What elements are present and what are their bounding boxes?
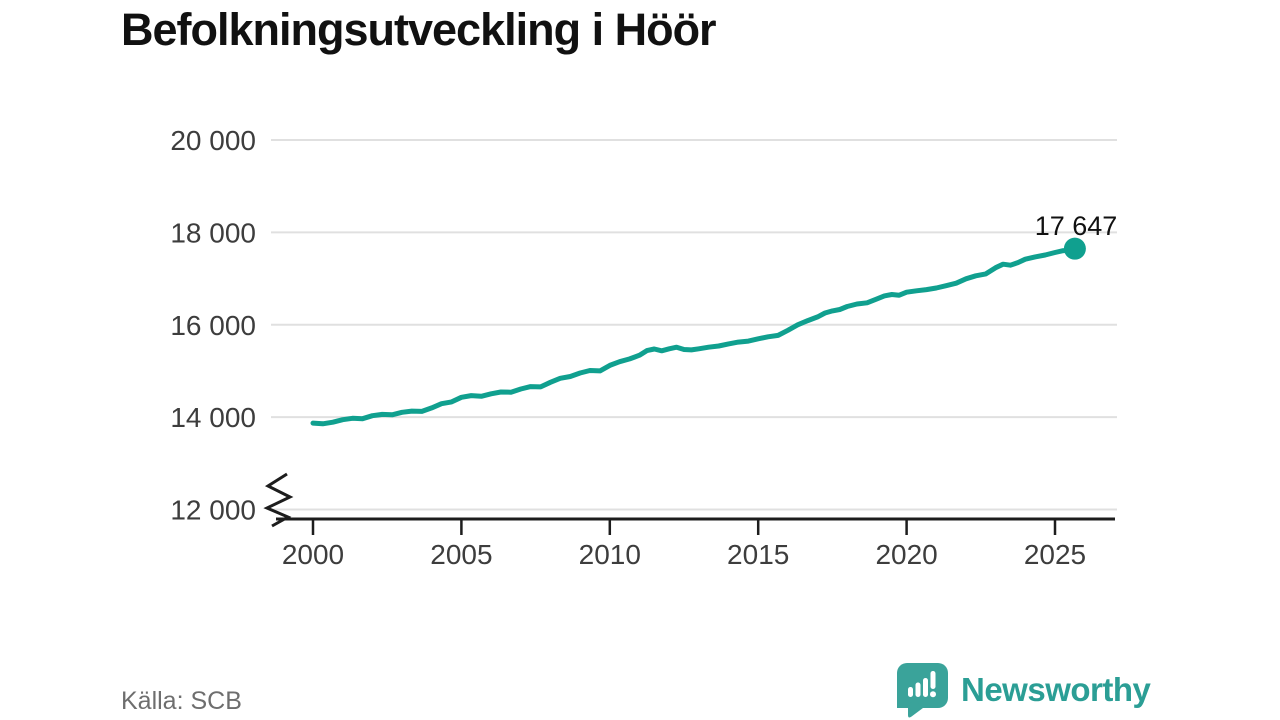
y-axis-tick-label: 20 000: [170, 125, 256, 156]
y-axis-tick-label: 14 000: [170, 402, 256, 433]
x-axis-tick-label: 2020: [875, 539, 937, 570]
population-line: [310, 246, 1078, 427]
axis-break-icon: [263, 472, 294, 528]
chart-title: Befolkningsutveckling i Höör: [121, 4, 717, 55]
last-value-label: 17 647: [1034, 211, 1118, 241]
y-axis-tick-label: 16 000: [170, 310, 256, 341]
end-point-marker: [1063, 237, 1086, 260]
x-axis-tick-label: 2000: [282, 539, 344, 570]
x-axis-tick-label: 2025: [1024, 539, 1086, 570]
newsworthy-logo-text: Newsworthy: [961, 671, 1151, 708]
y-axis-tick-label: 18 000: [170, 217, 256, 248]
x-axis-tick-label: 2010: [579, 539, 641, 570]
newsworthy-logo: Newsworthy: [897, 662, 1151, 718]
y-axis-tick-label: 12 000: [170, 495, 256, 526]
source-label: Källa: SCB: [121, 687, 242, 715]
newsworthy-bar-chart-bubble-icon: [897, 663, 948, 718]
x-axis-tick-label: 2015: [727, 539, 789, 570]
x-axis-tick-label: 2005: [430, 539, 492, 570]
